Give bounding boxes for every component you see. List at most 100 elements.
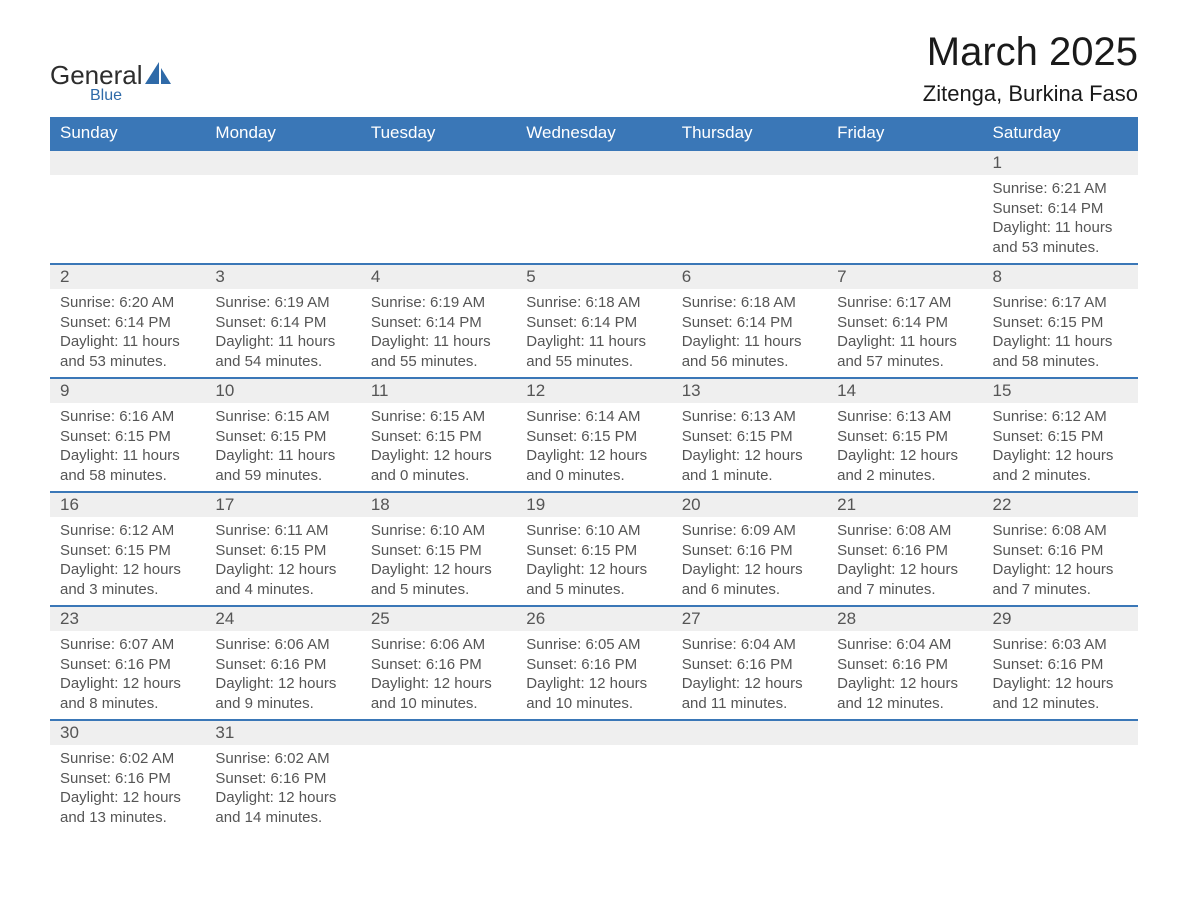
daylight-text-2: and 12 minutes. bbox=[837, 694, 972, 714]
sunrise-text: Sunrise: 6:06 AM bbox=[371, 635, 506, 655]
daylight-text-1: Daylight: 12 hours bbox=[60, 674, 195, 694]
daylight-text-1: Daylight: 12 hours bbox=[837, 674, 972, 694]
sunrise-text: Sunrise: 6:17 AM bbox=[993, 293, 1128, 313]
sunset-text: Sunset: 6:16 PM bbox=[993, 541, 1128, 561]
sunset-text: Sunset: 6:16 PM bbox=[526, 655, 661, 675]
day-data-cell bbox=[827, 175, 982, 264]
sunrise-text: Sunrise: 6:18 AM bbox=[682, 293, 817, 313]
daylight-text-2: and 58 minutes. bbox=[60, 466, 195, 486]
day-data-cell bbox=[672, 175, 827, 264]
day-number-cell: 16 bbox=[50, 492, 205, 517]
sunrise-text: Sunrise: 6:10 AM bbox=[371, 521, 506, 541]
sunrise-text: Sunrise: 6:13 AM bbox=[837, 407, 972, 427]
day-data-cell bbox=[361, 745, 516, 833]
day-data-cell: Sunrise: 6:04 AMSunset: 6:16 PMDaylight:… bbox=[827, 631, 982, 720]
sunrise-text: Sunrise: 6:18 AM bbox=[526, 293, 661, 313]
sunset-text: Sunset: 6:15 PM bbox=[60, 427, 195, 447]
day-number-cell: 1 bbox=[983, 150, 1138, 175]
daylight-text-2: and 4 minutes. bbox=[215, 580, 350, 600]
daylight-text-2: and 55 minutes. bbox=[371, 352, 506, 372]
daylight-text-2: and 7 minutes. bbox=[993, 580, 1128, 600]
day-data-cell: Sunrise: 6:02 AMSunset: 6:16 PMDaylight:… bbox=[50, 745, 205, 833]
daylight-text-2: and 6 minutes. bbox=[682, 580, 817, 600]
daylight-text-2: and 3 minutes. bbox=[60, 580, 195, 600]
day-data-cell: Sunrise: 6:12 AMSunset: 6:15 PMDaylight:… bbox=[50, 517, 205, 606]
day-data-cell: Sunrise: 6:19 AMSunset: 6:14 PMDaylight:… bbox=[361, 289, 516, 378]
day-data-row: Sunrise: 6:16 AMSunset: 6:15 PMDaylight:… bbox=[50, 403, 1138, 492]
sunrise-text: Sunrise: 6:15 AM bbox=[215, 407, 350, 427]
day-number-cell: 18 bbox=[361, 492, 516, 517]
daylight-text-2: and 9 minutes. bbox=[215, 694, 350, 714]
sunrise-text: Sunrise: 6:02 AM bbox=[60, 749, 195, 769]
sunrise-text: Sunrise: 6:06 AM bbox=[215, 635, 350, 655]
sunrise-text: Sunrise: 6:13 AM bbox=[682, 407, 817, 427]
daylight-text-1: Daylight: 11 hours bbox=[682, 332, 817, 352]
sunrise-text: Sunrise: 6:21 AM bbox=[993, 179, 1128, 199]
sunset-text: Sunset: 6:16 PM bbox=[837, 541, 972, 561]
day-number-row: 1 bbox=[50, 150, 1138, 175]
sunrise-text: Sunrise: 6:02 AM bbox=[215, 749, 350, 769]
sunset-text: Sunset: 6:16 PM bbox=[371, 655, 506, 675]
sunrise-text: Sunrise: 6:03 AM bbox=[993, 635, 1128, 655]
daylight-text-2: and 55 minutes. bbox=[526, 352, 661, 372]
day-number-cell: 27 bbox=[672, 606, 827, 631]
logo-sail-icon bbox=[145, 60, 173, 91]
day-number-cell: 22 bbox=[983, 492, 1138, 517]
day-number-cell bbox=[827, 720, 982, 745]
day-data-cell: Sunrise: 6:06 AMSunset: 6:16 PMDaylight:… bbox=[205, 631, 360, 720]
sunset-text: Sunset: 6:15 PM bbox=[993, 313, 1128, 333]
daylight-text-2: and 1 minute. bbox=[682, 466, 817, 486]
day-number-cell: 10 bbox=[205, 378, 360, 403]
day-data-cell: Sunrise: 6:13 AMSunset: 6:15 PMDaylight:… bbox=[827, 403, 982, 492]
location: Zitenga, Burkina Faso bbox=[923, 81, 1138, 107]
sunrise-text: Sunrise: 6:12 AM bbox=[993, 407, 1128, 427]
sunset-text: Sunset: 6:14 PM bbox=[371, 313, 506, 333]
day-header: Sunday bbox=[50, 117, 205, 150]
day-data-cell: Sunrise: 6:05 AMSunset: 6:16 PMDaylight:… bbox=[516, 631, 671, 720]
day-number-cell bbox=[672, 720, 827, 745]
day-data-cell: Sunrise: 6:07 AMSunset: 6:16 PMDaylight:… bbox=[50, 631, 205, 720]
day-number-row: 16171819202122 bbox=[50, 492, 1138, 517]
calendar-body: 1Sunrise: 6:21 AMSunset: 6:14 PMDaylight… bbox=[50, 150, 1138, 833]
sunset-text: Sunset: 6:15 PM bbox=[993, 427, 1128, 447]
sunset-text: Sunset: 6:15 PM bbox=[371, 541, 506, 561]
day-number-cell bbox=[983, 720, 1138, 745]
daylight-text-2: and 2 minutes. bbox=[837, 466, 972, 486]
day-data-cell: Sunrise: 6:10 AMSunset: 6:15 PMDaylight:… bbox=[361, 517, 516, 606]
sunrise-text: Sunrise: 6:07 AM bbox=[60, 635, 195, 655]
day-number-cell: 5 bbox=[516, 264, 671, 289]
daylight-text-2: and 0 minutes. bbox=[371, 466, 506, 486]
day-data-cell: Sunrise: 6:18 AMSunset: 6:14 PMDaylight:… bbox=[672, 289, 827, 378]
day-header: Thursday bbox=[672, 117, 827, 150]
day-data-cell bbox=[50, 175, 205, 264]
daylight-text-1: Daylight: 12 hours bbox=[682, 560, 817, 580]
day-number-row: 2345678 bbox=[50, 264, 1138, 289]
sunrise-text: Sunrise: 6:08 AM bbox=[993, 521, 1128, 541]
day-data-cell: Sunrise: 6:14 AMSunset: 6:15 PMDaylight:… bbox=[516, 403, 671, 492]
daylight-text-1: Daylight: 12 hours bbox=[993, 674, 1128, 694]
daylight-text-2: and 12 minutes. bbox=[993, 694, 1128, 714]
daylight-text-2: and 54 minutes. bbox=[215, 352, 350, 372]
daylight-text-1: Daylight: 12 hours bbox=[993, 560, 1128, 580]
daylight-text-1: Daylight: 11 hours bbox=[215, 446, 350, 466]
daylight-text-2: and 8 minutes. bbox=[60, 694, 195, 714]
daylight-text-1: Daylight: 11 hours bbox=[993, 218, 1128, 238]
sunset-text: Sunset: 6:15 PM bbox=[526, 427, 661, 447]
sunset-text: Sunset: 6:14 PM bbox=[993, 199, 1128, 219]
daylight-text-2: and 14 minutes. bbox=[215, 808, 350, 828]
day-data-cell: Sunrise: 6:15 AMSunset: 6:15 PMDaylight:… bbox=[205, 403, 360, 492]
day-number-cell: 31 bbox=[205, 720, 360, 745]
day-number-cell: 24 bbox=[205, 606, 360, 631]
sunset-text: Sunset: 6:14 PM bbox=[60, 313, 195, 333]
day-number-cell: 15 bbox=[983, 378, 1138, 403]
day-number-cell: 21 bbox=[827, 492, 982, 517]
day-number-cell: 23 bbox=[50, 606, 205, 631]
day-number-cell: 2 bbox=[50, 264, 205, 289]
day-data-cell: Sunrise: 6:19 AMSunset: 6:14 PMDaylight:… bbox=[205, 289, 360, 378]
day-data-row: Sunrise: 6:21 AMSunset: 6:14 PMDaylight:… bbox=[50, 175, 1138, 264]
day-number-cell bbox=[361, 720, 516, 745]
daylight-text-1: Daylight: 12 hours bbox=[215, 560, 350, 580]
day-header: Monday bbox=[205, 117, 360, 150]
day-data-cell: Sunrise: 6:15 AMSunset: 6:15 PMDaylight:… bbox=[361, 403, 516, 492]
day-number-cell bbox=[361, 150, 516, 175]
